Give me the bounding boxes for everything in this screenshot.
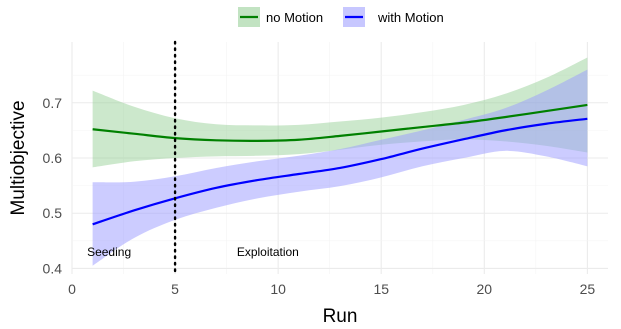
annotations: Seeding Exploitation [87, 245, 299, 259]
x-axis-ticks: 0 5 10 15 20 25 [68, 281, 595, 297]
x-tick-label: 5 [171, 281, 179, 297]
confidence-bands [92, 57, 588, 266]
legend: no Motion with Motion [238, 7, 444, 27]
y-axis-ticks: 0.4 0.5 0.6 0.7 [43, 95, 63, 277]
x-tick-label: 10 [270, 281, 286, 297]
x-tick-label: 0 [68, 281, 76, 297]
x-tick-label: 15 [373, 281, 389, 297]
annotation-exploitation: Exploitation [237, 245, 299, 259]
x-axis-title: Run [323, 306, 358, 327]
y-axis-title: Multiobjective [8, 100, 29, 215]
x-tick-label: 25 [580, 281, 596, 297]
y-tick-label: 0.6 [43, 150, 63, 166]
y-tick-label: 0.7 [43, 95, 63, 111]
annotation-seeding: Seeding [87, 245, 131, 259]
y-tick-label: 0.4 [43, 260, 63, 276]
x-tick-label: 20 [477, 281, 493, 297]
y-tick-label: 0.5 [43, 205, 63, 221]
line-no-motion [92, 103, 588, 143]
legend-label-with-motion: with Motion [377, 10, 444, 25]
legend-label-no-motion: no Motion [266, 10, 323, 25]
